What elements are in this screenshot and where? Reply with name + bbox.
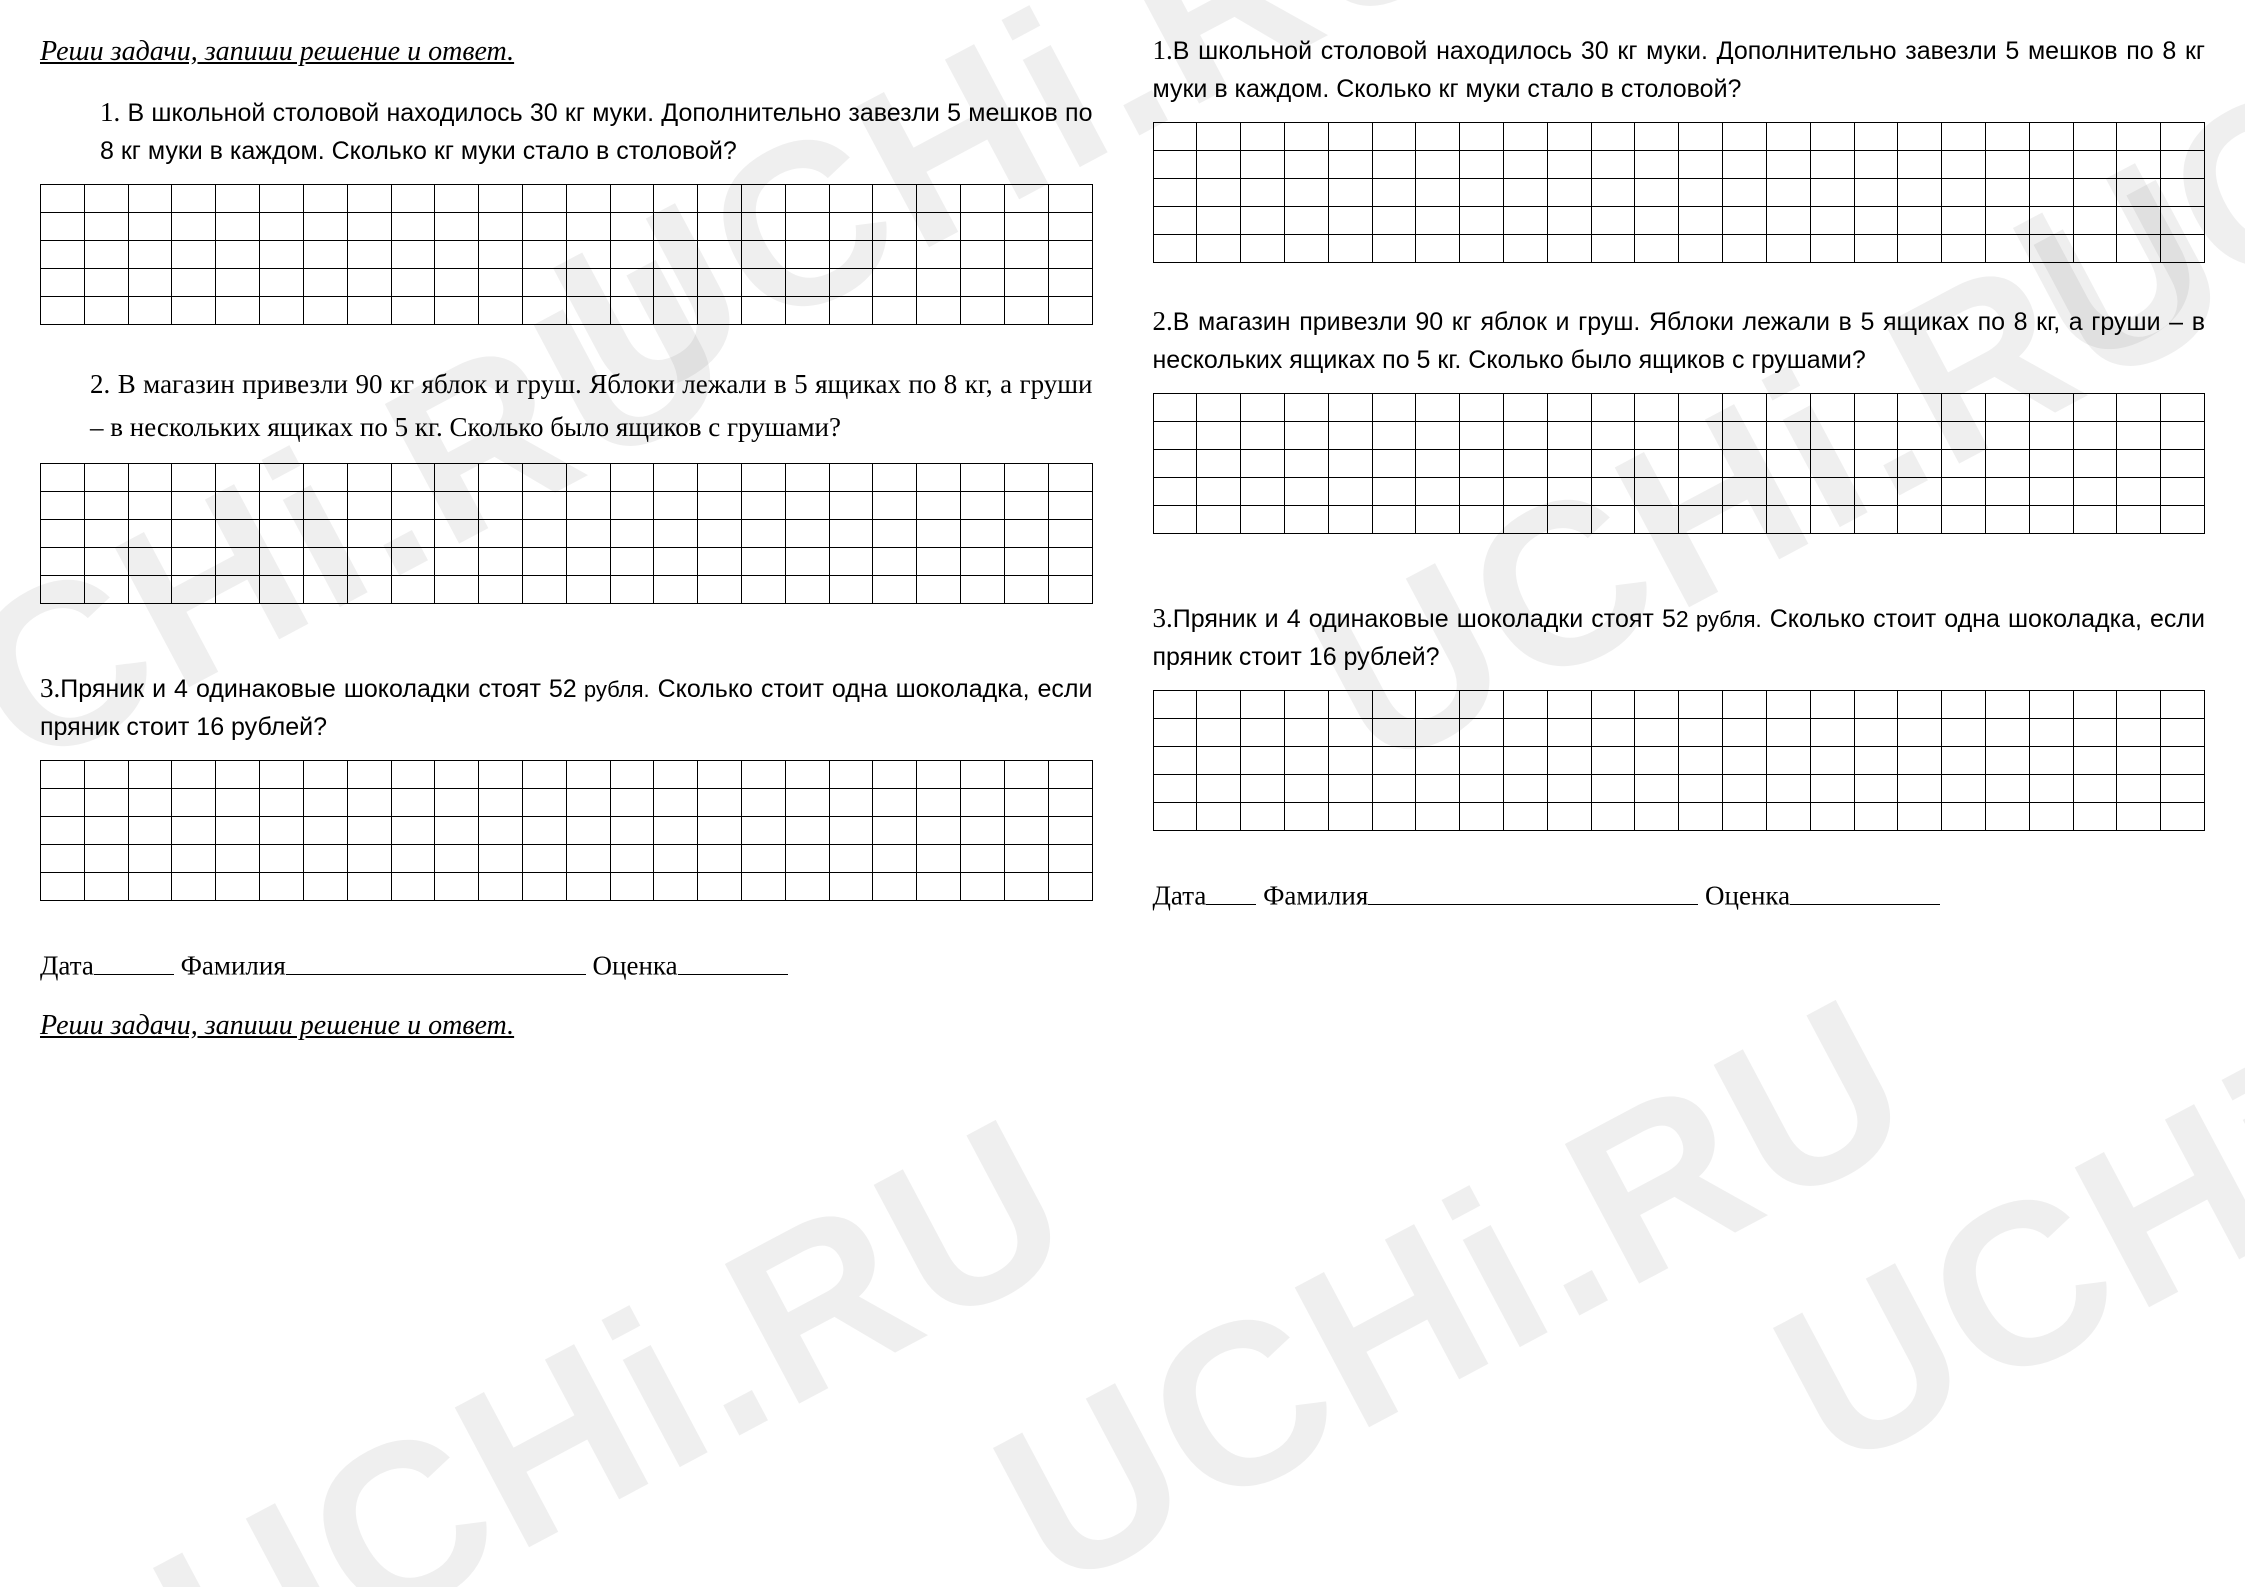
answer-grid[interactable]: [40, 760, 1093, 901]
problem-text: 2.В магазин привезли 90 кг яблок и груш.…: [1153, 301, 2206, 379]
worksheet-page: Реши задачи, запиши решение и ответ. 1. …: [0, 0, 2245, 1587]
problem-number: 1.: [1153, 35, 1173, 65]
ruble-word: рубля.: [577, 677, 650, 702]
answer-grid[interactable]: [40, 184, 1093, 325]
problem-text: 1.В школьной столовой находилось 30 кг м…: [1153, 30, 2206, 108]
ruble-word: рубля.: [1689, 607, 1762, 632]
grade-blank[interactable]: [678, 945, 788, 975]
problem-body-a: Пряник и 4 одинаковые шоколадки стоят 52: [60, 675, 576, 703]
answer-grid[interactable]: [1153, 393, 2206, 534]
right-column: 1.В школьной столовой находилось 30 кг м…: [1123, 30, 2216, 1557]
answer-grid[interactable]: [1153, 122, 2206, 263]
problem-number: 2.: [90, 369, 110, 399]
problem-body: В школьной столовой находилось 30 кг мук…: [100, 99, 1093, 165]
problem-number: 2.: [1153, 306, 1173, 336]
date-blank[interactable]: [1206, 875, 1256, 905]
problem-body-a: Пряник и 4 одинаковые шоколадки стоят 5: [1173, 605, 1676, 633]
date-label: Дата: [40, 951, 94, 981]
problem-number: 3.: [1153, 603, 1173, 633]
problem-number: 1.: [100, 97, 120, 127]
problem-body: В магазин привезли 90 кг яблок и груш. Я…: [1153, 308, 2206, 374]
problem-body: В школьной столовой находилось 30 кг мук…: [1153, 37, 2206, 103]
worksheet-header-left: Реши задачи, запиши решение и ответ.: [40, 36, 1093, 68]
footer-left: Дата Фамилия Оценка: [40, 945, 1093, 982]
left-column: Реши задачи, запиши решение и ответ. 1. …: [30, 30, 1123, 1557]
problem-text: 3.Пряник и 4 одинаковые шоколадки стоят …: [40, 668, 1093, 746]
problem-1-right: 1.В школьной столовой находилось 30 кг м…: [1153, 30, 2206, 283]
grade-label: Оценка: [593, 951, 678, 981]
footer-right: Дата Фамилия Оценка: [1153, 875, 2206, 912]
answer-grid[interactable]: [40, 463, 1093, 604]
problem-body-a2: 2: [1676, 606, 1689, 632]
date-blank[interactable]: [94, 945, 174, 975]
date-label: Дата: [1153, 881, 1207, 911]
problem-3-left: 3.Пряник и 4 одинаковые шоколадки стоят …: [40, 668, 1093, 921]
problem-text: 1. В школьной столовой находилось 30 кг …: [40, 92, 1093, 170]
problem-text: 3.Пряник и 4 одинаковые шоколадки стоят …: [1153, 598, 2206, 676]
answer-grid[interactable]: [1153, 690, 2206, 831]
grade-blank[interactable]: [1790, 875, 1940, 905]
problem-text: 2. В магазин привезли 90 кг яблок и груш…: [40, 363, 1093, 449]
surname-blank[interactable]: [286, 945, 586, 975]
worksheet-header-left-2: Реши задачи, запиши решение и ответ.: [40, 1010, 1093, 1042]
problem-body: В магазин привезли 90 кг яблок и груш. Я…: [90, 369, 1093, 442]
problem-3-right: 3.Пряник и 4 одинаковые шоколадки стоят …: [1153, 598, 2206, 851]
problem-2-right: 2.В магазин привезли 90 кг яблок и груш.…: [1153, 301, 2206, 554]
surname-label: Фамилия: [1263, 881, 1368, 911]
surname-label: Фамилия: [181, 951, 286, 981]
problem-number: 3.: [40, 673, 60, 703]
problem-2-left: 2. В магазин привезли 90 кг яблок и груш…: [40, 363, 1093, 624]
problem-1-left: 1. В школьной столовой находилось 30 кг …: [40, 92, 1093, 345]
surname-blank[interactable]: [1368, 875, 1698, 905]
grade-label: Оценка: [1705, 881, 1790, 911]
